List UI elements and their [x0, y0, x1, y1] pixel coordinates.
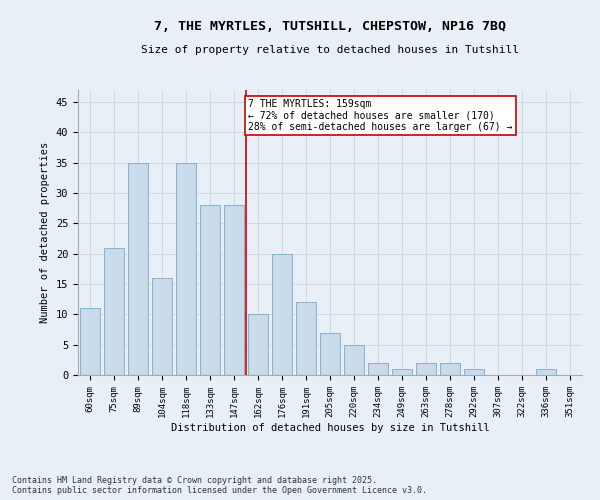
X-axis label: Distribution of detached houses by size in Tutshill: Distribution of detached houses by size …	[170, 422, 490, 432]
Bar	[440, 363, 460, 375]
Bar	[296, 302, 316, 375]
Bar	[416, 363, 436, 375]
Bar	[320, 332, 340, 375]
Text: 7 THE MYRTLES: 159sqm
← 72% of detached houses are smaller (170)
28% of semi-det: 7 THE MYRTLES: 159sqm ← 72% of detached …	[248, 99, 513, 132]
Bar	[536, 369, 556, 375]
Bar	[464, 369, 484, 375]
Bar	[200, 205, 220, 375]
Bar	[224, 205, 244, 375]
Bar	[152, 278, 172, 375]
Text: Size of property relative to detached houses in Tutshill: Size of property relative to detached ho…	[141, 45, 519, 55]
Bar	[368, 363, 388, 375]
Bar	[392, 369, 412, 375]
Y-axis label: Number of detached properties: Number of detached properties	[40, 142, 50, 323]
Bar	[128, 163, 148, 375]
Text: Contains HM Land Registry data © Crown copyright and database right 2025.
Contai: Contains HM Land Registry data © Crown c…	[12, 476, 427, 495]
Bar	[104, 248, 124, 375]
Bar	[272, 254, 292, 375]
Bar	[176, 163, 196, 375]
Bar	[344, 344, 364, 375]
Text: 7, THE MYRTLES, TUTSHILL, CHEPSTOW, NP16 7BQ: 7, THE MYRTLES, TUTSHILL, CHEPSTOW, NP16…	[154, 20, 506, 33]
Bar	[248, 314, 268, 375]
Bar	[80, 308, 100, 375]
